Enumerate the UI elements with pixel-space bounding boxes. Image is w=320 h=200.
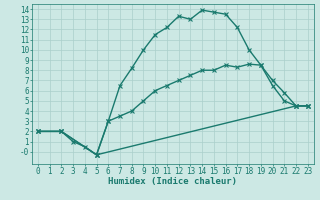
X-axis label: Humidex (Indice chaleur): Humidex (Indice chaleur) xyxy=(108,177,237,186)
